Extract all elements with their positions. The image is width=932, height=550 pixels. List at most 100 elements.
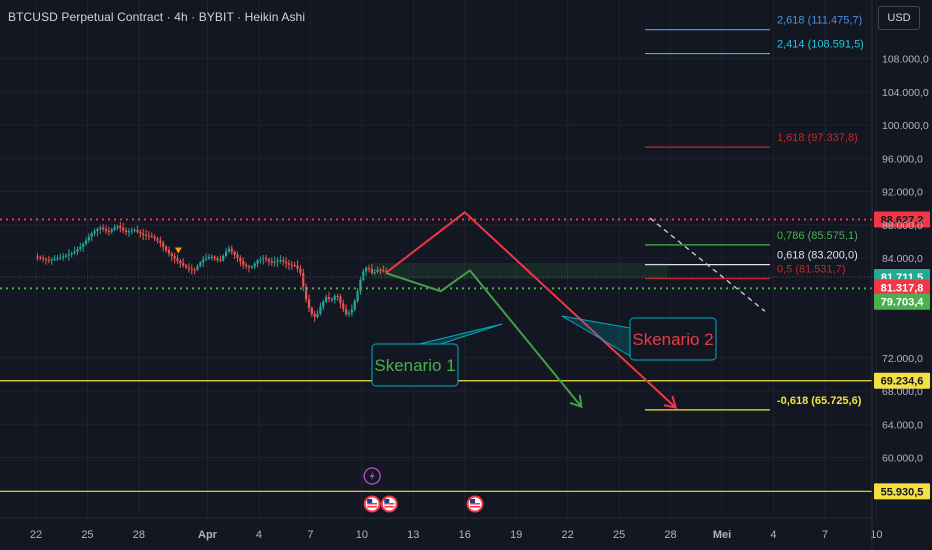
- candle-body: [196, 266, 199, 270]
- candle-body: [164, 246, 168, 251]
- candle-body: [219, 259, 222, 261]
- scenario-2-arrow: [385, 210, 677, 409]
- price-badge-label: 81.317,8: [881, 282, 924, 294]
- candle-body: [130, 230, 133, 232]
- candle-body: [287, 263, 291, 265]
- candle-body: [259, 259, 262, 261]
- scenario-drawings: Skenario 1 Skenario 2: [371, 210, 766, 409]
- fib-label: 0,5 (81.531,7): [777, 264, 846, 276]
- x-tick-label: 4: [256, 529, 262, 541]
- candle-body: [102, 227, 105, 230]
- candle-body: [87, 236, 90, 241]
- candle-body: [273, 261, 276, 263]
- candle-body: [136, 230, 139, 232]
- candlesticks: [36, 221, 388, 323]
- x-tick-label: 10: [870, 529, 882, 541]
- us-flag-canton: [470, 499, 476, 503]
- x-tick-label: 16: [459, 529, 471, 541]
- us-flag-stripe: [384, 506, 395, 508]
- y-tick-label: 64.000,0: [882, 419, 923, 431]
- candle-body: [76, 249, 79, 252]
- currency-button[interactable]: USD: [878, 6, 920, 30]
- y-tick-label: 96.000,0: [882, 153, 923, 165]
- candle-body: [124, 230, 128, 233]
- x-tick-label: 7: [822, 529, 828, 541]
- candle-body: [184, 265, 188, 268]
- us-flag-stripe: [470, 503, 481, 505]
- us-flag-stripe: [384, 503, 395, 505]
- candle-body: [90, 233, 93, 237]
- candle-body: [319, 306, 322, 314]
- candle-body: [96, 229, 99, 232]
- candle-body: [59, 257, 62, 259]
- candle-body: [250, 266, 253, 268]
- candle-body: [244, 264, 248, 267]
- candle-body: [207, 257, 211, 259]
- x-tick-label: 7: [307, 529, 313, 541]
- candle-body: [64, 255, 68, 257]
- candle-body: [147, 235, 151, 237]
- candle-body: [279, 259, 282, 261]
- candle-body: [333, 295, 336, 300]
- scenario-2-box: [629, 317, 717, 361]
- price-badge-label: 88.627,2: [881, 215, 924, 227]
- down-arrow-marker: [174, 247, 182, 254]
- candle-body: [127, 231, 130, 233]
- candle-body: [204, 258, 208, 260]
- candle-body: [199, 262, 202, 267]
- candle-body: [227, 248, 231, 252]
- candle-body: [313, 313, 316, 317]
- fib-label: 0,618 (83.200,0): [777, 250, 858, 262]
- scenario-1-label: Skenario 1: [374, 356, 455, 375]
- candle-body: [122, 228, 125, 231]
- candle-body: [325, 297, 328, 302]
- candle-body: [82, 243, 85, 247]
- y-tick-label: 60.000,0: [882, 453, 923, 465]
- target-zone: [372, 262, 668, 279]
- candle-body: [290, 264, 293, 266]
- candle-body: [144, 234, 148, 236]
- candle-body: [142, 233, 145, 235]
- candle-body: [236, 254, 239, 258]
- candle-body: [210, 256, 213, 258]
- candle-body: [262, 258, 265, 260]
- candle-body: [99, 227, 102, 230]
- candle-body: [282, 259, 285, 262]
- candle-body: [139, 231, 142, 234]
- grid-lines: [0, 0, 877, 518]
- candle-body: [296, 265, 299, 269]
- us-flag-stripe: [367, 506, 378, 508]
- y-tick-label: 108.000,0: [882, 54, 929, 66]
- y-tick-label: 92.000,0: [882, 187, 923, 199]
- candle-body: [330, 298, 333, 300]
- x-tick-label: 22: [30, 529, 42, 541]
- x-tick-label: 25: [613, 529, 625, 541]
- candle-body: [242, 261, 245, 265]
- candle-body: [156, 238, 159, 241]
- candle-body: [270, 261, 273, 263]
- candle-body: [247, 266, 251, 268]
- candle-body: [39, 257, 42, 259]
- candle-body: [359, 279, 362, 292]
- event-markers[interactable]: [363, 467, 484, 513]
- candle-body: [367, 267, 371, 269]
- y-tick-label: 72.000,0: [882, 353, 923, 365]
- price-badge-label: 69.234,6: [881, 376, 924, 388]
- candle-body: [316, 313, 319, 317]
- candle-body: [342, 303, 345, 310]
- x-tick-label: 10: [356, 529, 368, 541]
- candle-body: [187, 267, 191, 269]
- price-badge: [874, 279, 930, 296]
- y-tick-label: 104.000,0: [882, 87, 929, 99]
- candle-body: [356, 291, 359, 301]
- candle-body: [267, 259, 271, 262]
- candle-body: [79, 246, 82, 250]
- candle-body: [36, 256, 39, 258]
- price-badge-label: 79.703,4: [881, 297, 925, 309]
- candle-body: [44, 258, 48, 260]
- candle-body: [307, 299, 311, 308]
- candle-body: [216, 258, 219, 260]
- x-tick-label: Apr: [198, 529, 218, 541]
